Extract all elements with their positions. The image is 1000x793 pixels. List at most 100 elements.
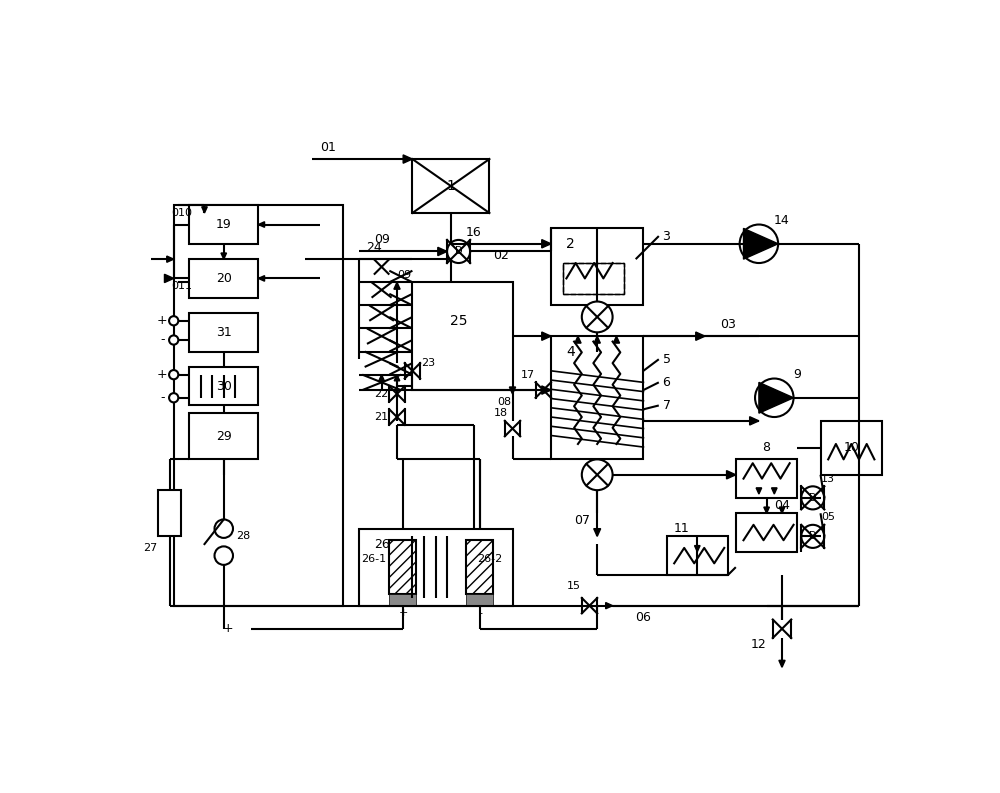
Text: 19: 19: [216, 218, 232, 231]
Text: 29: 29: [216, 430, 232, 442]
Bar: [389, 540, 416, 594]
Text: 21: 21: [375, 412, 389, 422]
Text: 011: 011: [171, 282, 192, 291]
Text: 12: 12: [751, 638, 767, 651]
Polygon shape: [779, 661, 785, 667]
Text: 010: 010: [171, 208, 192, 218]
Text: 24: 24: [366, 241, 382, 254]
Text: 11: 11: [674, 522, 690, 535]
Text: -: -: [160, 334, 164, 347]
Circle shape: [755, 378, 794, 417]
Text: 30: 30: [216, 380, 232, 393]
Circle shape: [169, 370, 178, 379]
Bar: [563, 263, 624, 294]
Circle shape: [447, 240, 470, 263]
Polygon shape: [575, 336, 581, 343]
Bar: [736, 513, 797, 552]
Bar: [189, 259, 258, 297]
Text: +: +: [157, 314, 167, 328]
Text: 26-1: 26-1: [361, 554, 386, 565]
Text: 09: 09: [374, 233, 390, 247]
Text: 8: 8: [763, 442, 771, 454]
Polygon shape: [394, 282, 400, 289]
Text: 04: 04: [774, 499, 790, 512]
Polygon shape: [727, 470, 736, 479]
Polygon shape: [379, 374, 384, 381]
Text: 26-2: 26-2: [477, 554, 502, 565]
Text: 22: 22: [374, 389, 389, 399]
Text: 03: 03: [720, 318, 736, 331]
Bar: [466, 594, 493, 606]
Polygon shape: [542, 332, 551, 340]
Text: 06: 06: [635, 611, 651, 624]
Polygon shape: [438, 247, 447, 255]
Circle shape: [740, 224, 778, 263]
Polygon shape: [764, 507, 769, 513]
Text: +: +: [157, 368, 167, 381]
Polygon shape: [756, 488, 762, 494]
Polygon shape: [759, 382, 794, 413]
Bar: [189, 413, 258, 459]
Polygon shape: [258, 276, 265, 282]
Text: 01: 01: [320, 141, 336, 154]
Text: 3: 3: [663, 229, 670, 243]
Text: 1: 1: [446, 179, 455, 193]
Text: -: -: [279, 623, 284, 635]
Text: 02: 02: [493, 249, 509, 262]
Text: 20: 20: [216, 272, 232, 285]
Circle shape: [169, 393, 178, 402]
Polygon shape: [613, 336, 620, 343]
Polygon shape: [403, 155, 412, 163]
Bar: [736, 459, 797, 498]
Bar: [551, 336, 643, 459]
Polygon shape: [202, 207, 207, 213]
Text: 27: 27: [143, 543, 158, 553]
Circle shape: [582, 301, 613, 332]
Polygon shape: [164, 274, 174, 282]
Polygon shape: [594, 529, 601, 536]
Polygon shape: [695, 546, 700, 552]
Bar: [412, 159, 489, 213]
Text: 23: 23: [421, 358, 435, 368]
Text: 6: 6: [663, 376, 670, 389]
Polygon shape: [394, 374, 400, 381]
Polygon shape: [750, 416, 759, 425]
Bar: [358, 529, 513, 606]
Circle shape: [582, 459, 613, 490]
Text: 13: 13: [821, 473, 835, 484]
Text: 16: 16: [466, 226, 482, 239]
Polygon shape: [221, 253, 227, 259]
Text: 10: 10: [843, 442, 859, 454]
Polygon shape: [258, 222, 265, 228]
Text: -: -: [160, 391, 164, 404]
Text: 2: 2: [566, 237, 575, 251]
Polygon shape: [305, 255, 314, 263]
Text: 31: 31: [216, 326, 232, 339]
Text: D: D: [455, 247, 462, 256]
Bar: [821, 421, 882, 475]
Text: D: D: [809, 531, 817, 542]
Text: 28: 28: [236, 531, 250, 542]
Bar: [563, 263, 624, 294]
Text: 18: 18: [494, 408, 508, 418]
Text: 7: 7: [663, 399, 671, 412]
Text: +: +: [222, 623, 233, 635]
Text: 14: 14: [774, 214, 790, 227]
Bar: [158, 490, 181, 536]
Polygon shape: [594, 336, 600, 343]
Bar: [189, 367, 258, 405]
Text: 08: 08: [498, 396, 512, 407]
Circle shape: [215, 546, 233, 565]
Polygon shape: [606, 603, 613, 609]
Bar: [412, 282, 513, 390]
Text: 26: 26: [374, 538, 389, 550]
Circle shape: [801, 525, 824, 548]
Bar: [551, 228, 643, 305]
Text: 05: 05: [821, 512, 835, 522]
Polygon shape: [696, 332, 705, 340]
Polygon shape: [509, 387, 516, 394]
Polygon shape: [744, 228, 778, 259]
Circle shape: [169, 316, 178, 325]
Text: 07: 07: [574, 515, 590, 527]
Bar: [174, 205, 343, 606]
